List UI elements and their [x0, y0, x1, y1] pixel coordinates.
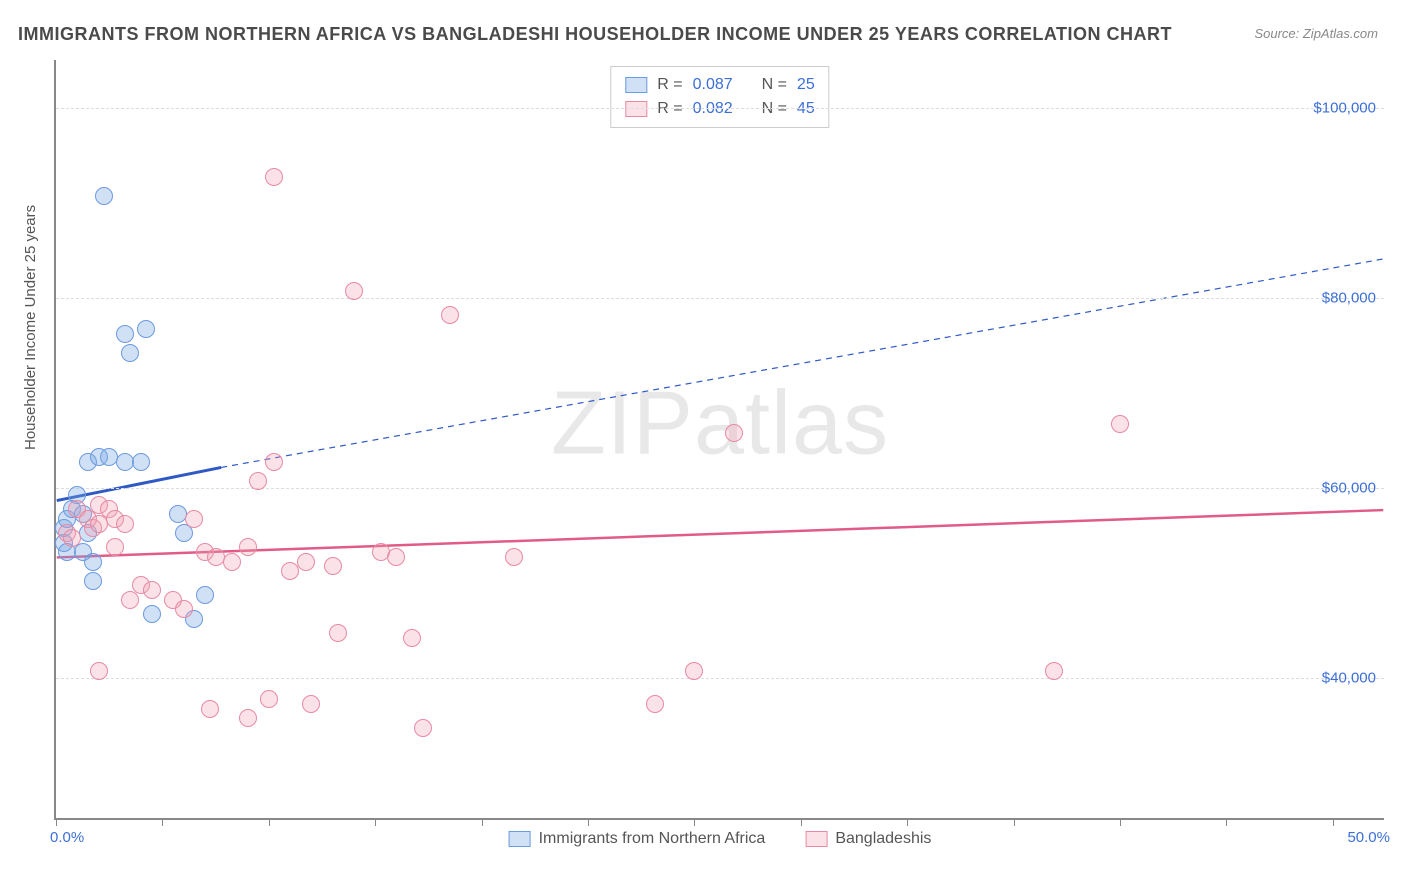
series-legend: Immigrants from Northern Africa Banglade… [509, 830, 932, 848]
swatch-bd-icon [805, 831, 827, 847]
x-tick [375, 818, 376, 826]
swatch-na-icon [625, 77, 647, 93]
y-tick-label: $60,000 [1322, 479, 1376, 496]
data-point-na [84, 572, 102, 590]
data-point-bd [646, 695, 664, 713]
correlation-legend: R = 0.087 N = 25 R = 0.082 N = 45 [610, 66, 829, 128]
chart-title: IMMIGRANTS FROM NORTHERN AFRICA VS BANGL… [18, 24, 1172, 45]
legend-row-na: R = 0.087 N = 25 [625, 73, 814, 97]
data-point-bd [441, 306, 459, 324]
data-point-bd [685, 662, 703, 680]
y-tick-label: $40,000 [1322, 669, 1376, 686]
watermark: ZIPatlas [551, 372, 889, 475]
trend-line-dashed-na [221, 259, 1383, 467]
data-point-bd [387, 548, 405, 566]
data-point-na [121, 344, 139, 362]
data-point-bd [223, 553, 241, 571]
plot-area: ZIPatlas R = 0.087 N = 25 R = 0.082 N = … [54, 60, 1384, 820]
data-point-bd [324, 557, 342, 575]
watermark-thin: atlas [694, 373, 889, 473]
x-tick [1014, 818, 1015, 826]
data-point-na [116, 325, 134, 343]
gridline [56, 298, 1384, 299]
data-point-bd [265, 453, 283, 471]
data-point-bd [725, 424, 743, 442]
data-point-bd [63, 529, 81, 547]
data-point-bd [90, 662, 108, 680]
data-point-na [137, 320, 155, 338]
r-label: R = [657, 73, 682, 97]
data-point-bd [260, 690, 278, 708]
r-value-bd: 0.082 [693, 97, 733, 121]
data-point-na [196, 586, 214, 604]
source-attribution: Source: ZipAtlas.com [1254, 26, 1378, 41]
source-prefix: Source: [1254, 26, 1302, 41]
data-point-bd [249, 472, 267, 490]
gridline [56, 678, 1384, 679]
x-axis-min-label: 0.0% [50, 829, 84, 846]
data-point-bd [239, 709, 257, 727]
n-value-bd: 45 [797, 97, 815, 121]
y-tick-label: $100,000 [1313, 99, 1376, 116]
source-name: ZipAtlas.com [1303, 26, 1378, 41]
x-tick [56, 818, 57, 826]
data-point-bd [106, 538, 124, 556]
data-point-bd [414, 719, 432, 737]
n-label: N = [762, 97, 787, 121]
x-tick [1120, 818, 1121, 826]
legend-item-na: Immigrants from Northern Africa [509, 830, 766, 848]
y-axis-label: Householder Income Under 25 years [22, 205, 39, 450]
series-label-bd: Bangladeshis [835, 830, 931, 848]
watermark-bold: ZIP [551, 373, 694, 473]
data-point-na [95, 187, 113, 205]
data-point-na [143, 605, 161, 623]
legend-item-bd: Bangladeshis [805, 830, 931, 848]
y-tick-label: $80,000 [1322, 289, 1376, 306]
data-point-na [132, 453, 150, 471]
series-label-na: Immigrants from Northern Africa [539, 830, 766, 848]
x-tick [588, 818, 589, 826]
r-label: R = [657, 97, 682, 121]
x-tick [269, 818, 270, 826]
data-point-bd [143, 581, 161, 599]
data-point-bd [1045, 662, 1063, 680]
x-tick [482, 818, 483, 826]
x-tick [694, 818, 695, 826]
n-label: N = [762, 73, 787, 97]
x-tick [1333, 818, 1334, 826]
legend-row-bd: R = 0.082 N = 45 [625, 97, 814, 121]
x-tick [907, 818, 908, 826]
x-tick [162, 818, 163, 826]
swatch-bd-icon [625, 101, 647, 117]
trend-lines [56, 60, 1384, 818]
data-point-bd [239, 538, 257, 556]
data-point-na [84, 553, 102, 571]
data-point-bd [302, 695, 320, 713]
data-point-bd [297, 553, 315, 571]
data-point-bd [175, 600, 193, 618]
x-tick [1226, 818, 1227, 826]
swatch-na-icon [509, 831, 531, 847]
data-point-bd [505, 548, 523, 566]
data-point-bd [329, 624, 347, 642]
data-point-bd [403, 629, 421, 647]
x-axis-max-label: 50.0% [1347, 829, 1390, 846]
gridline [56, 108, 1384, 109]
r-value-na: 0.087 [693, 73, 733, 97]
x-tick [801, 818, 802, 826]
data-point-bd [1111, 415, 1129, 433]
data-point-bd [345, 282, 363, 300]
data-point-bd [185, 510, 203, 528]
data-point-bd [281, 562, 299, 580]
data-point-bd [265, 168, 283, 186]
data-point-bd [116, 515, 134, 533]
n-value-na: 25 [797, 73, 815, 97]
data-point-bd [201, 700, 219, 718]
